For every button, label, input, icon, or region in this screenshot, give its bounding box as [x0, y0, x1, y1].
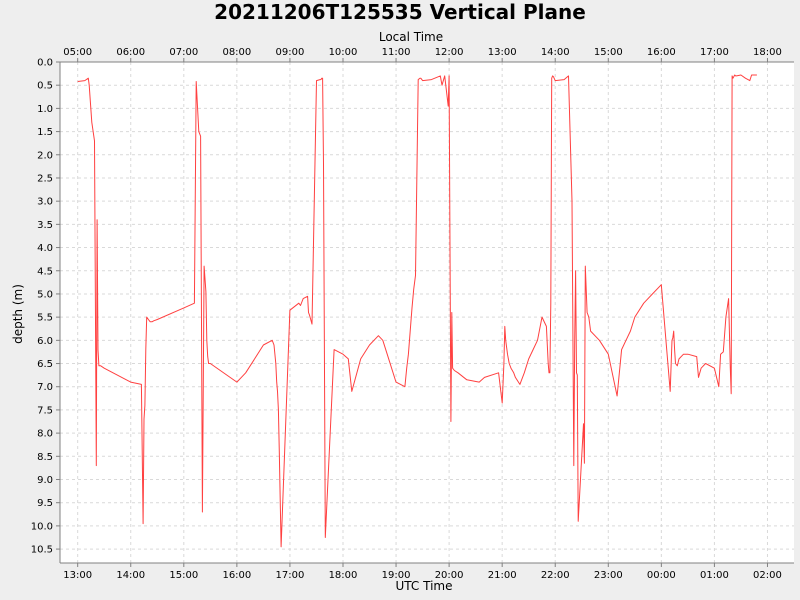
y-tick-label: 7.5 [37, 405, 53, 416]
x-tick-label: 01:00 [700, 570, 729, 581]
grid-lines [60, 61, 794, 563]
top-axis-label: Local Time [379, 30, 443, 44]
x2-tick-label: 07:00 [169, 47, 198, 58]
x2-tick-label: 13:00 [488, 47, 517, 58]
x-tick-label: 20:00 [435, 570, 464, 581]
bottom-axis-label: UTC Time [396, 579, 453, 593]
x2-tick-label: 11:00 [382, 47, 411, 58]
series-layer [77, 74, 757, 548]
x-tick-label: 00:00 [647, 570, 676, 581]
y-tick-label: 6.5 [37, 359, 53, 370]
x2-tick-label: 12:00 [435, 47, 464, 58]
x2-tick-label: 08:00 [222, 47, 251, 58]
x2-tick-label: 10:00 [329, 47, 358, 58]
y-tick-label: 5.0 [37, 289, 53, 300]
y-tick-label: 9.5 [37, 498, 53, 509]
x2-tick-label: 16:00 [647, 47, 676, 58]
axes [56, 58, 794, 567]
y-tick-label: 6.0 [37, 336, 53, 347]
x-tick-label: 23:00 [594, 570, 623, 581]
y-tick-label: 8.5 [37, 452, 53, 463]
y-tick-label: 2.0 [37, 150, 53, 161]
plot-area [60, 62, 794, 563]
x-tick-label: 13:00 [63, 570, 92, 581]
x-tick-label: 16:00 [222, 570, 251, 581]
y-tick-label: 0.0 [37, 58, 53, 69]
x-tick-label: 14:00 [116, 570, 145, 581]
x2-tick-label: 18:00 [753, 47, 782, 58]
x2-tick-label: 06:00 [116, 47, 145, 58]
y-tick-label: 1.5 [37, 127, 53, 138]
x-tick-label: 02:00 [753, 570, 782, 581]
tick-labels: 0.0 0.5 1.0 1.5 2.0 2.5 3.0 3.5 4.0 4.5 5.0 5.5 6.0 6… [31, 47, 782, 581]
y-tick-label: 0.5 [37, 81, 53, 92]
y-tick-label: 4.5 [37, 266, 53, 277]
x-tick-label: 19:00 [382, 570, 411, 581]
x2-tick-label: 09:00 [276, 47, 305, 58]
y-tick-label: 1.0 [37, 104, 53, 115]
y-tick-label: 2.5 [37, 173, 53, 184]
chart-title: 20211206T125535 Vertical Plane [214, 0, 586, 24]
x-tick-label: 18:00 [329, 570, 358, 581]
y-tick-label: 4.0 [37, 243, 53, 254]
x2-tick-label: 17:00 [700, 47, 729, 58]
y-tick-label: 7.0 [37, 382, 53, 393]
y-tick-label: 9.0 [37, 475, 53, 486]
x2-tick-label: 14:00 [541, 47, 570, 58]
y-tick-label: 3.0 [37, 197, 53, 208]
y-tick-label: 10.5 [31, 545, 53, 556]
x-tick-label: 21:00 [488, 570, 517, 581]
y-tick-label: 3.5 [37, 220, 53, 231]
x-tick-label: 15:00 [169, 570, 198, 581]
y-tick-label: 8.0 [37, 429, 53, 440]
x2-tick-label: 05:00 [63, 47, 92, 58]
x-tick-label: 22:00 [541, 570, 570, 581]
y-tick-label: 10.0 [31, 521, 53, 532]
x-tick-label: 17:00 [276, 570, 305, 581]
depth-series-line [77, 74, 757, 548]
x2-tick-label: 15:00 [594, 47, 623, 58]
y-axis-label: depth (m) [11, 284, 25, 344]
y-tick-label: 5.5 [37, 313, 53, 324]
